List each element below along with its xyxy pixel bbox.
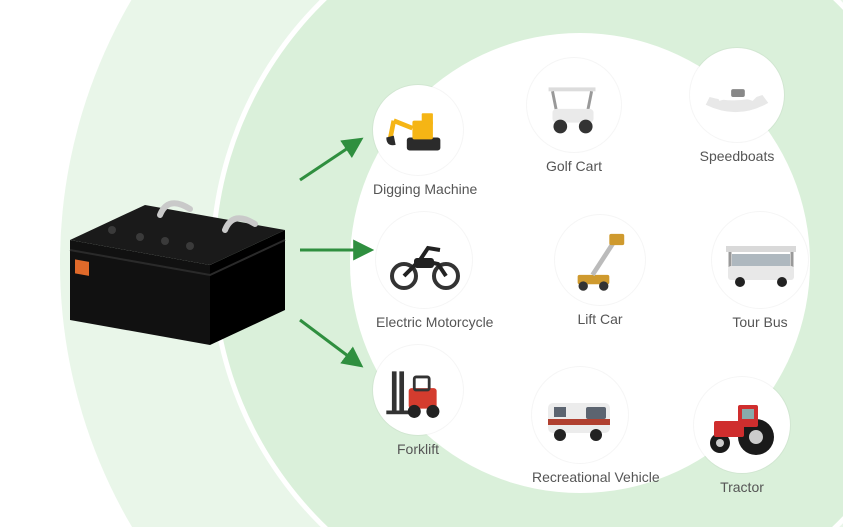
application-motorcycle: Electric Motorcycle <box>376 212 472 330</box>
digging-label: Digging Machine <box>373 181 463 197</box>
application-speedboat: Speedboats <box>690 48 784 164</box>
application-golfcart: Golf Cart <box>527 58 621 174</box>
tourbus-label: Tour Bus <box>712 314 808 330</box>
application-forklift: Forklift <box>373 345 463 457</box>
tractor-icon <box>694 377 790 473</box>
golfcart-label: Golf Cart <box>527 158 621 174</box>
arrow <box>300 140 360 180</box>
tractor-label: Tractor <box>694 479 790 495</box>
golfcart-icon <box>527 58 621 152</box>
speedboat-label: Speedboats <box>690 148 784 164</box>
application-digging: Digging Machine <box>373 85 463 197</box>
forklift-label: Forklift <box>373 441 463 457</box>
application-tractor: Tractor <box>694 377 790 495</box>
motorcycle-label: Electric Motorcycle <box>376 314 472 330</box>
application-rv: Recreational Vehicle <box>532 367 628 485</box>
motorcycle-icon <box>376 212 472 308</box>
arrow <box>300 320 360 365</box>
digging-icon <box>373 85 463 175</box>
tourbus-icon <box>712 212 808 308</box>
forklift-icon <box>373 345 463 435</box>
rv-label: Recreational Vehicle <box>532 469 628 485</box>
rv-icon <box>532 367 628 463</box>
application-liftcar: Lift Car <box>555 215 645 327</box>
liftcar-label: Lift Car <box>555 311 645 327</box>
application-tourbus: Tour Bus <box>712 212 808 330</box>
liftcar-icon <box>555 215 645 305</box>
infographic-canvas: Digging Machine Electric Motorcycle Fork… <box>0 0 843 527</box>
speedboat-icon <box>690 48 784 142</box>
